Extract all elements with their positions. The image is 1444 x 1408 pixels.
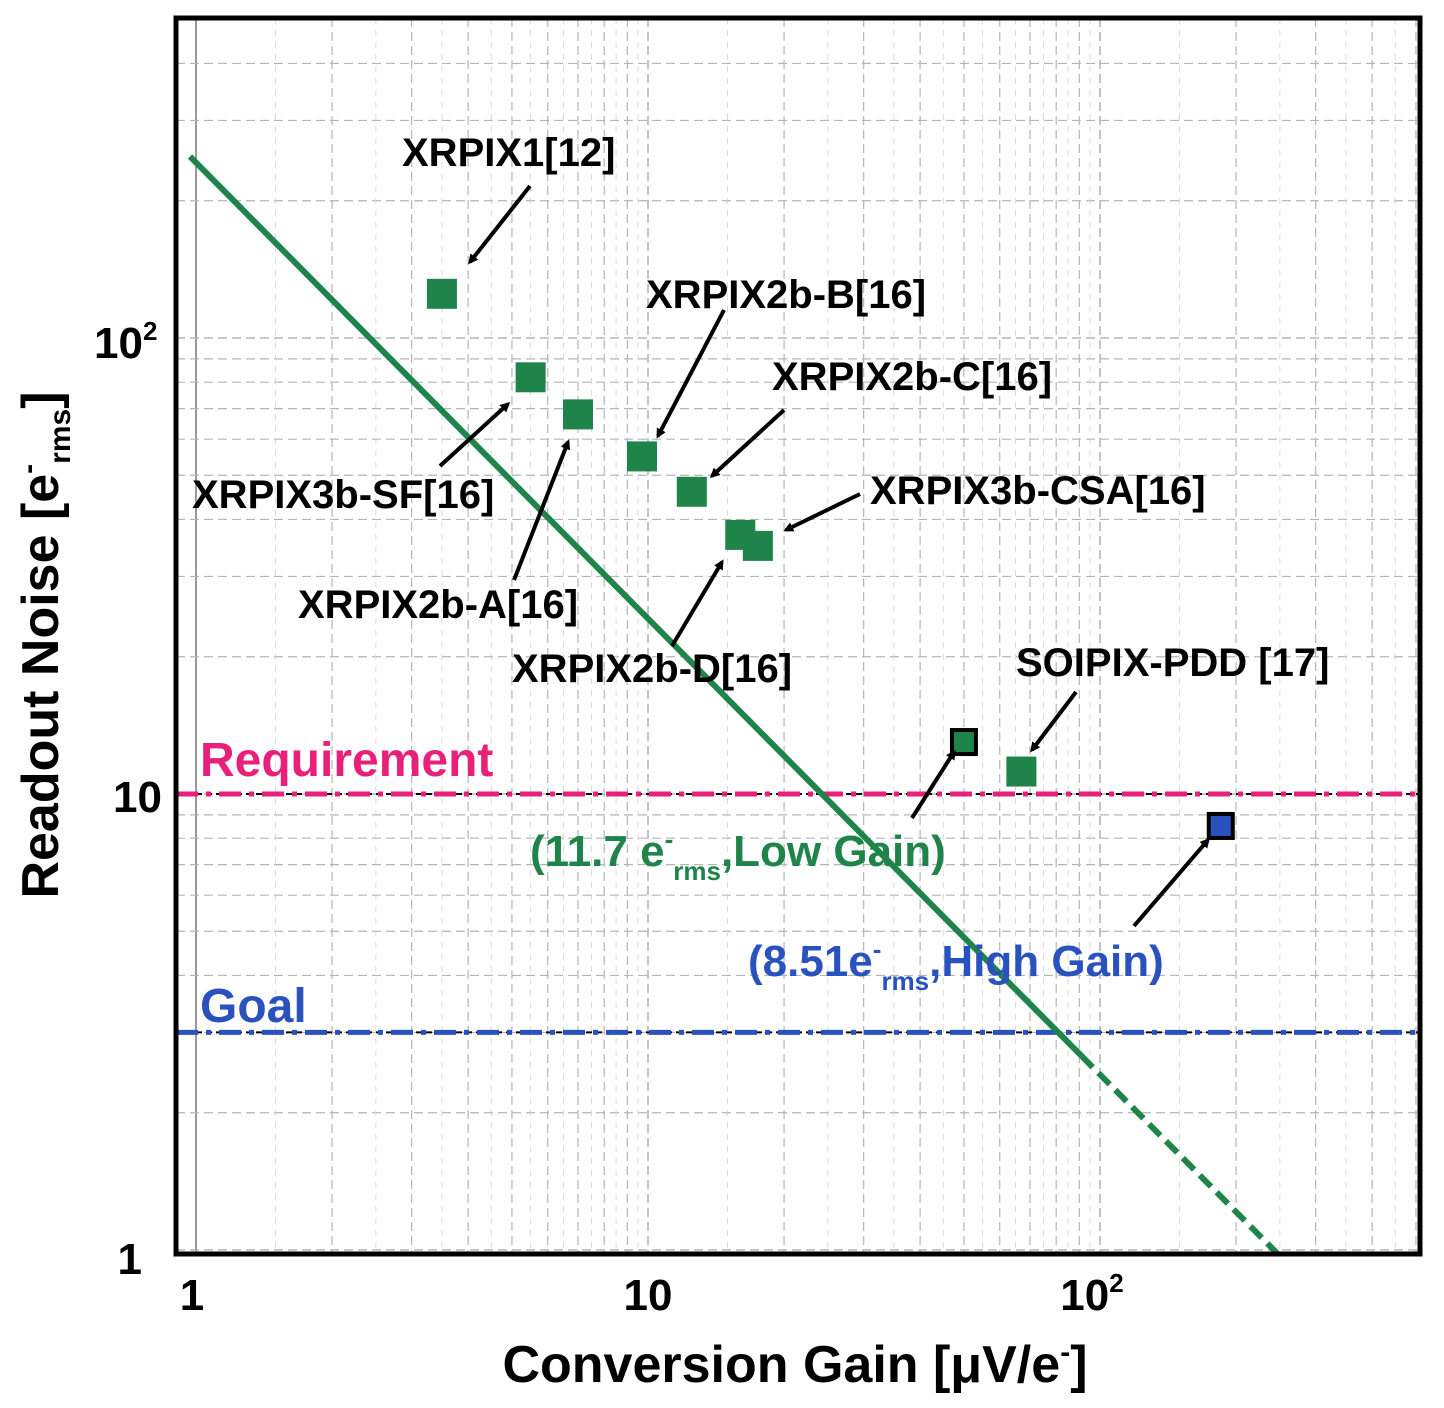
- y-tick-label-100: 102: [94, 316, 157, 368]
- data-point-9: [1206, 811, 1235, 840]
- annotation-xrpix3b-sf: XRPIX3b-SF[16]: [192, 473, 494, 517]
- annotation-arrows: [438, 184, 1210, 928]
- x-tick-labels: 1 10 102: [180, 1268, 1124, 1320]
- arrow-xrpix2b-b: [656, 309, 726, 439]
- data-point-8: [949, 728, 978, 757]
- annotation-xrpix1: XRPIX1[12]: [402, 131, 615, 175]
- annotations: XRPIX1[12] XRPIX2b-B[16] XRPIX2b-C[16] X…: [192, 131, 1329, 996]
- y-axis-title: Readout Noise [e-rms]: [12, 391, 77, 898]
- low-gain-label: (11.7 e-rms,Low Gain): [530, 824, 946, 886]
- high-gain-label: (8.51e-rms,High Gain): [748, 934, 1164, 996]
- y-tick-label-10: 10: [113, 773, 162, 822]
- arrow-xrpix2b-c: [709, 408, 786, 479]
- y-tick-labels: 1 10 102: [94, 316, 162, 1284]
- requirement-label: Requirement: [200, 734, 493, 787]
- annotation-soipix-pdd: SOIPIX-PDD [17]: [1016, 641, 1329, 685]
- data-point-7: [1006, 756, 1037, 787]
- fit-line: [187, 154, 1283, 1254]
- arrow-soipix-pdd: [1030, 690, 1078, 753]
- x-tick-label-100: 102: [1060, 1268, 1123, 1320]
- x-tick-label-10: 10: [624, 1271, 673, 1320]
- annotation-xrpix3b-csa: XRPIX3b-CSA[16]: [870, 469, 1206, 513]
- data-point-6: [742, 530, 773, 561]
- arrow-xrpix1: [468, 184, 532, 265]
- data-point-2: [562, 399, 593, 430]
- arrow-xrpix3b-csa: [783, 492, 861, 532]
- data-point-0: [426, 278, 457, 309]
- x-axis-title: Conversion Gain [μV/e-]: [502, 1336, 1087, 1394]
- arrow-xrpix2b-d: [670, 559, 724, 648]
- arrow-low-gain: [910, 749, 956, 820]
- annotation-xrpix2b-c: XRPIX2b-C[16]: [772, 355, 1052, 399]
- fit-line-solid: [187, 154, 1084, 1059]
- arrow-xrpix3b-sf: [438, 401, 511, 468]
- arrow-xrpix2b-a: [512, 439, 571, 581]
- fit-line-dashed: [1079, 1053, 1283, 1254]
- arrow-high-gain: [1132, 837, 1210, 928]
- goal-label: Goal: [200, 980, 307, 1033]
- data-point-1: [515, 362, 546, 393]
- data-point-4: [676, 476, 707, 507]
- data-points: [426, 278, 1235, 840]
- annotation-xrpix2b-d: XRPIX2b-D[16]: [512, 647, 792, 691]
- annotation-xrpix2b-b: XRPIX2b-B[16]: [646, 273, 926, 317]
- x-tick-label-1: 1: [180, 1271, 204, 1320]
- y-tick-label-1: 1: [118, 1235, 142, 1284]
- plot-frame: [173, 15, 1423, 1257]
- reference-lines: [176, 791, 1420, 1035]
- annotation-xrpix2b-a: XRPIX2b-A[16]: [298, 583, 578, 627]
- data-point-3: [627, 441, 658, 472]
